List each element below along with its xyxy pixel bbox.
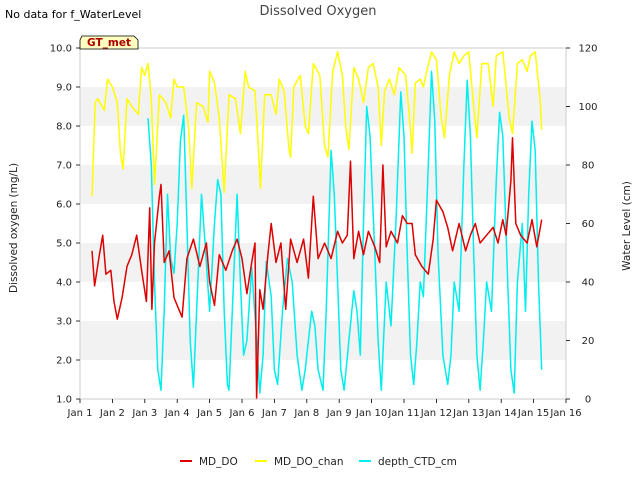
legend-label-depth-ctd-cm: depth_CTD_cm [378,456,457,468]
x-tick-label: Jan 5 [196,408,222,419]
y2-tick-label: 20 [582,336,595,347]
plot-lines [91,51,543,400]
legend-label-md-do-chan: MD_DO_chan [274,456,344,468]
y-tick-label: 6.0 [56,200,72,211]
y2-axis-label: Water Level (cm) [621,181,633,271]
x-tick-label: Jan 3 [131,408,157,419]
axes: Jan 1 Jan 2 Jan 3 Jan 4 Jan 5 Jan 6 Jan 7 Jan 8… [50,44,598,420]
series-line-depth-ctd-cm [147,70,543,394]
y2-tick-label: 100 [578,102,597,113]
grid-band [80,243,566,282]
y-tick-label: 7.0 [56,161,72,172]
x-tick-label: Jan 9 [326,408,352,419]
x-tick-label: Jan 13 [452,408,484,419]
x-tick-label: Jan 6 [229,408,255,419]
y2-tick-label: 0 [585,395,591,406]
y-tick-label: 2.0 [56,356,72,367]
series-line-md-do [91,136,543,400]
y-tick-label: 4.0 [56,278,72,289]
chart-title: Dissolved Oxygen [260,4,377,19]
y2-tick-label: 60 [582,219,595,230]
x-tick-label: Jan 15 [517,408,549,419]
x-tick-label: Jan 1 [67,408,93,419]
legend-label-md-do: MD_DO [199,456,238,468]
x-tick-label: Jan 2 [99,408,125,419]
y-tick-label: 1.0 [56,395,72,406]
y2-tick-label: 120 [578,44,597,55]
x-tick-label: Jan 7 [261,408,287,419]
gt-met-label: GT_met [87,37,131,49]
y2-tick-label: 40 [582,278,595,289]
gt-met-box [79,35,139,50]
x-tick-label: Jan 4 [164,408,190,419]
y-tick-label: 5.0 [56,239,72,250]
grid-band [80,321,566,360]
gt-met-annotation: GT_met [79,35,139,50]
y-tick-label: 8.0 [56,122,72,133]
x-tick-label: Jan 12 [420,408,452,419]
x-tick-label: Jan 16 [549,408,581,419]
y-axis-label: Dissolved oxygen (mg/L) [8,163,20,293]
x-tick-label: Jan 14 [485,408,517,419]
y-tick-label: 9.0 [56,83,72,94]
y-tick-label: 3.0 [56,317,72,328]
legend: MD_DO MD_DO_chan depth_CTD_cm [180,456,457,468]
x-tick-label: Jan 10 [355,408,387,419]
no-data-note: No data for f_WaterLevel [5,8,142,21]
x-tick-label: Jan 8 [293,408,319,419]
y2-tick-label: 80 [582,161,595,172]
series-line-md-do-chan [91,51,543,197]
y-tick-label: 10.0 [50,44,72,55]
x-tick-label: Jan 11 [387,408,419,419]
